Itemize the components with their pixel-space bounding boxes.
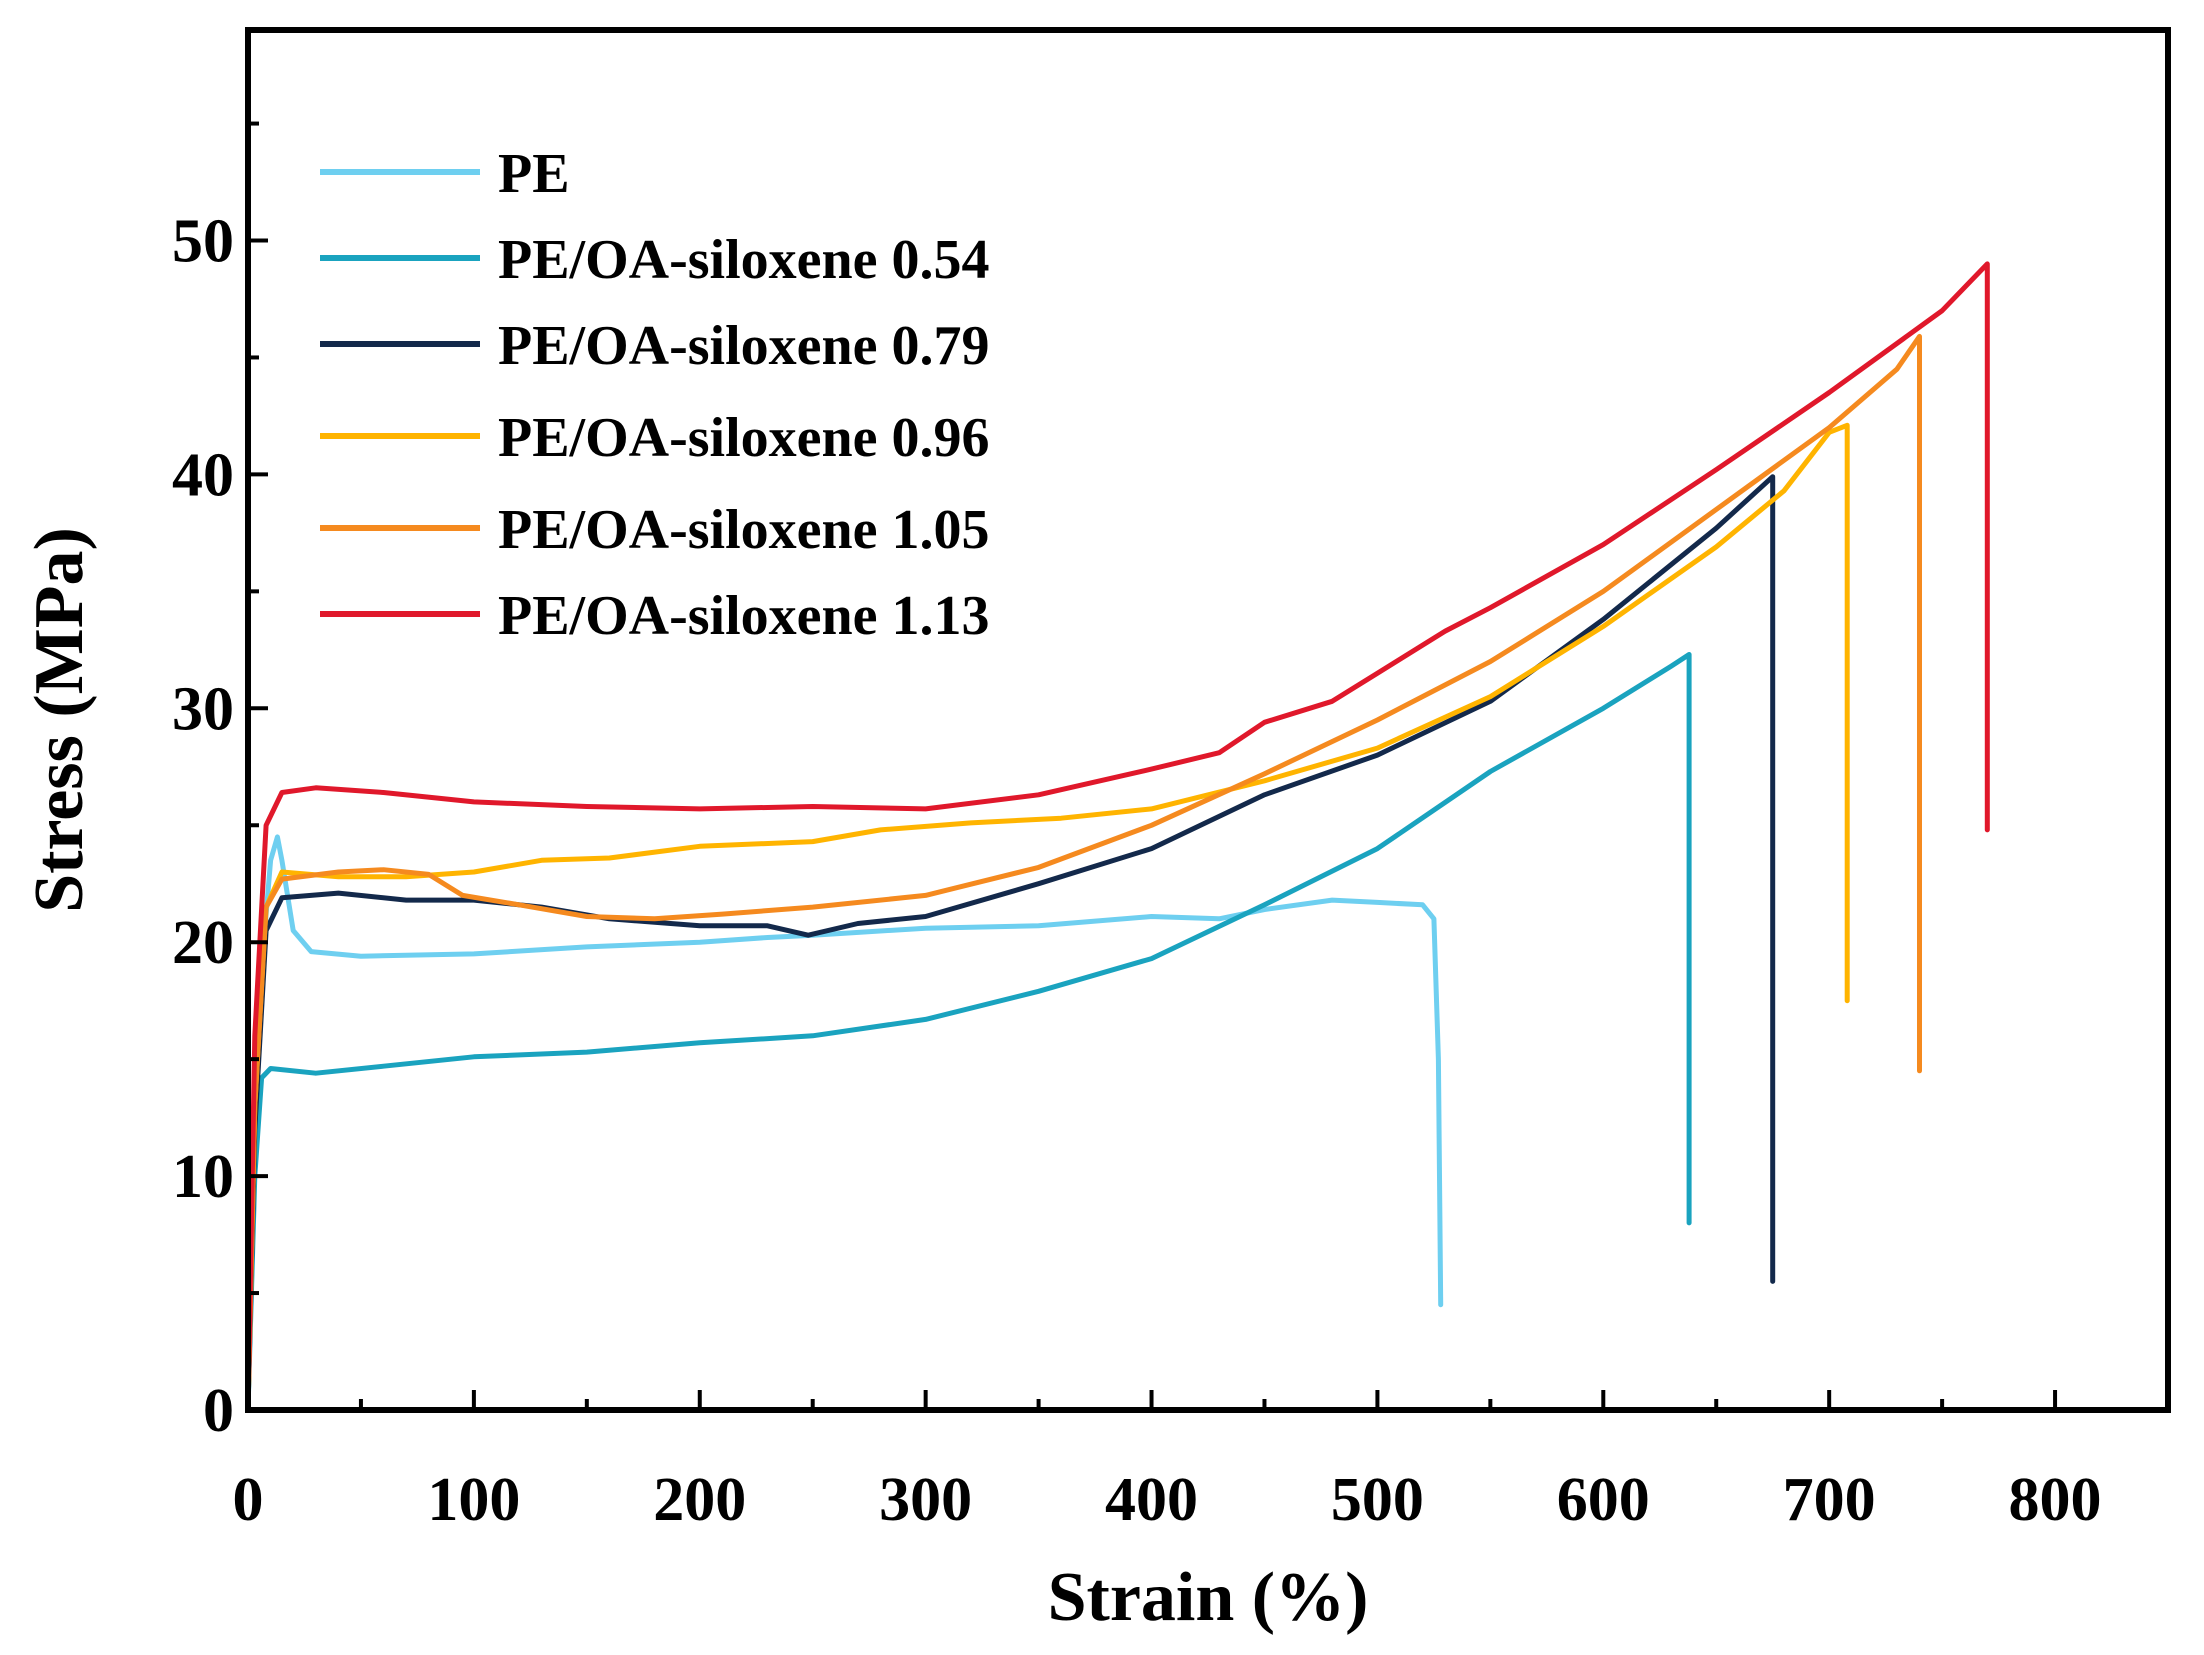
- legend-label: PE/OA-siloxene 0.96: [498, 407, 990, 469]
- y-axis-title: Stress (MPa): [21, 527, 98, 913]
- legend: PE PE/OA-siloxene 0.54 PE/OA-siloxene 0.…: [320, 143, 990, 647]
- plot-frame: [245, 27, 2171, 1413]
- x-tick-label: 800: [2009, 1466, 2102, 1534]
- legend-entry: PE: [320, 143, 570, 205]
- y-tick-label: 0: [203, 1377, 234, 1445]
- series-line-1: [245, 652, 1692, 1413]
- legend-label: PE/OA-siloxene 0.54: [498, 229, 990, 291]
- x-axis-ticks: [246, 1390, 2170, 1410]
- legend-label: PE/OA-siloxene 1.05: [498, 499, 990, 561]
- x-tick-label: 0: [233, 1466, 264, 1534]
- x-tick-label: 100: [427, 1466, 520, 1534]
- series-line-5: [245, 261, 1990, 1413]
- y-axis-ticks: [248, 121, 268, 1412]
- x-tick-label: 400: [1105, 1466, 1198, 1534]
- x-tick-label: 300: [879, 1466, 972, 1534]
- series-line-4: [245, 333, 1922, 1413]
- legend-label: PE: [498, 143, 570, 205]
- x-tick-label: 200: [653, 1466, 746, 1534]
- y-tick-label: 40: [172, 441, 234, 509]
- y-tick-label: 20: [172, 909, 234, 977]
- legend-entry: PE/OA-siloxene 1.05: [320, 499, 990, 561]
- x-axis-title: Strain (%): [1048, 1559, 1369, 1636]
- x-tick-label: 500: [1331, 1466, 1424, 1534]
- legend-entry: PE/OA-siloxene 0.54: [320, 229, 990, 291]
- legend-label: PE/OA-siloxene 1.13: [498, 585, 990, 647]
- series-layer: [245, 261, 1990, 1413]
- legend-label: PE/OA-siloxene 0.79: [498, 315, 990, 377]
- y-tick-label: 30: [172, 675, 234, 743]
- y-axis-tick-labels: 0 10 20 30 40 50: [172, 208, 234, 1445]
- y-tick-label: 50: [172, 208, 234, 276]
- legend-entry: PE/OA-siloxene 1.13: [320, 585, 990, 647]
- series-line-3: [245, 422, 1850, 1413]
- legend-entry: PE/OA-siloxene 0.79: [320, 315, 990, 377]
- x-tick-label: 700: [1783, 1466, 1876, 1534]
- series-line-0: [245, 834, 1444, 1413]
- series-line-2: [245, 474, 1776, 1413]
- y-tick-label: 10: [172, 1143, 234, 1211]
- x-axis-tick-labels: 0 100 200 300 400 500 600 700 800: [233, 1466, 2102, 1534]
- legend-entry: PE/OA-siloxene 0.96: [320, 407, 990, 469]
- x-tick-label: 600: [1557, 1466, 1650, 1534]
